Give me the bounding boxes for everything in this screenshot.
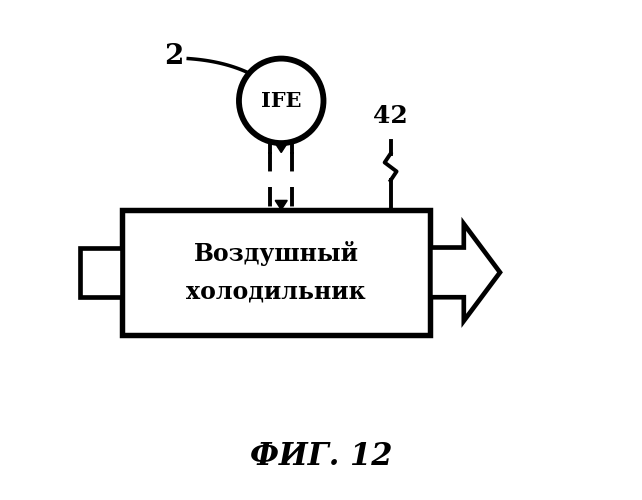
Text: IFE: IFE	[261, 91, 302, 111]
Circle shape	[239, 58, 324, 143]
Polygon shape	[275, 143, 287, 152]
Text: 2: 2	[164, 42, 183, 70]
Polygon shape	[430, 224, 500, 321]
Text: 42: 42	[373, 104, 408, 128]
Text: Воздушный: Воздушный	[194, 241, 359, 266]
Text: ФИГ. 12: ФИГ. 12	[250, 441, 392, 472]
Bar	[80, 248, 122, 297]
Polygon shape	[275, 200, 287, 209]
Text: холодильник: холодильник	[186, 280, 366, 303]
Bar	[122, 210, 430, 334]
